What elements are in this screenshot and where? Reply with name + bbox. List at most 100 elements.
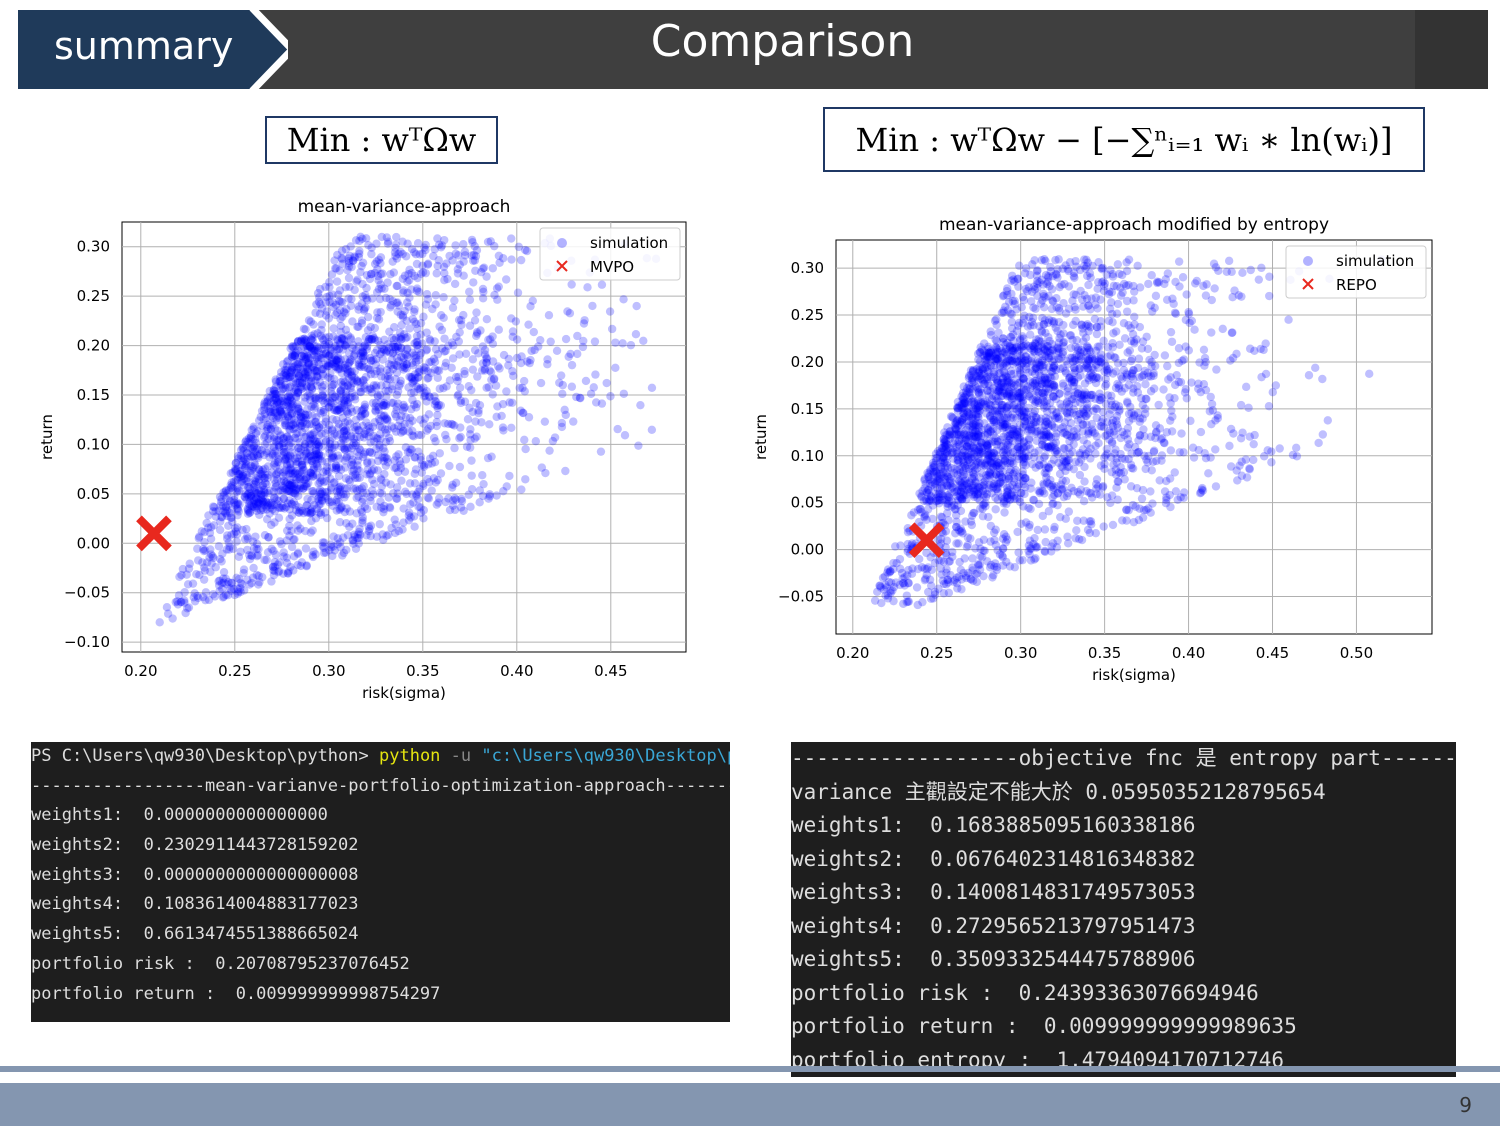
- simulation-point: [260, 398, 269, 407]
- simulation-point: [336, 389, 346, 398]
- simulation-point: [513, 288, 523, 297]
- simulation-point: [875, 581, 884, 590]
- simulation-point: [283, 568, 293, 578]
- simulation-point: [997, 493, 1007, 502]
- simulation-point: [400, 306, 409, 316]
- simulation-point: [286, 421, 296, 430]
- simulation-point: [1108, 317, 1117, 327]
- simulation-point: [971, 485, 980, 495]
- simulation-point: [414, 502, 423, 512]
- simulation-point: [981, 360, 990, 369]
- simulation-point: [377, 422, 387, 432]
- simulation-point: [964, 442, 973, 451]
- simulation-point: [1122, 505, 1131, 515]
- simulation-point: [360, 502, 370, 512]
- simulation-point: [279, 434, 288, 443]
- simulation-point: [497, 411, 506, 421]
- simulation-point: [278, 486, 287, 495]
- simulation-point: [271, 483, 280, 492]
- simulation-point: [460, 369, 469, 379]
- simulation-point: [973, 401, 983, 410]
- simulation-point: [414, 287, 424, 297]
- simulation-point: [944, 588, 954, 598]
- simulation-point: [455, 462, 465, 472]
- simulation-point: [1141, 379, 1150, 389]
- simulation-point: [1030, 399, 1040, 408]
- simulation-point: [516, 255, 526, 265]
- simulation-point: [305, 439, 314, 448]
- simulation-point: [1053, 449, 1062, 459]
- simulation-point: [312, 413, 321, 422]
- simulation-point: [357, 261, 366, 271]
- simulation-point: [1314, 438, 1323, 448]
- simulation-point: [1082, 411, 1091, 421]
- simulation-point: [420, 391, 430, 400]
- simulation-point: [567, 382, 577, 391]
- simulation-point: [937, 570, 946, 579]
- simulation-point: [433, 401, 442, 411]
- simulation-point: [1005, 355, 1014, 365]
- simulation-point: [972, 372, 982, 382]
- simulation-point: [968, 374, 978, 383]
- simulation-point: [345, 367, 355, 377]
- simulation-point: [422, 397, 431, 406]
- simulation-point: [358, 376, 368, 385]
- simulation-point: [231, 459, 240, 468]
- simulation-point: [385, 502, 394, 512]
- simulation-point: [253, 498, 262, 507]
- simulation-point: [280, 397, 289, 407]
- simulation-point: [1004, 377, 1014, 386]
- simulation-point: [1016, 408, 1025, 418]
- simulation-point: [283, 432, 292, 442]
- simulation-point: [306, 468, 315, 477]
- simulation-point: [1073, 389, 1083, 398]
- simulation-point: [1135, 373, 1144, 382]
- simulation-point: [1126, 323, 1135, 333]
- simulation-point: [324, 467, 333, 476]
- simulation-point: [312, 367, 321, 376]
- simulation-point: [980, 379, 989, 389]
- simulation-point: [1160, 487, 1170, 496]
- simulation-point: [255, 577, 264, 587]
- simulation-point: [215, 554, 225, 564]
- simulation-point: [396, 379, 405, 388]
- simulation-point: [366, 370, 376, 379]
- simulation-point: [245, 484, 255, 493]
- simulation-point: [989, 449, 998, 458]
- simulation-point: [1017, 343, 1026, 352]
- simulation-point: [324, 314, 334, 323]
- simulation-point: [366, 531, 375, 541]
- simulation-point: [1026, 321, 1035, 330]
- simulation-point: [1083, 400, 1092, 409]
- simulation-point: [998, 334, 1008, 343]
- simulation-point: [934, 535, 943, 544]
- simulation-point: [1004, 471, 1013, 481]
- simulation-point: [1070, 273, 1079, 282]
- simulation-point: [1074, 343, 1083, 353]
- simulation-point: [421, 245, 430, 255]
- simulation-point: [261, 497, 271, 506]
- simulation-point: [404, 302, 413, 311]
- simulation-point: [304, 342, 314, 352]
- simulation-point: [1026, 270, 1035, 280]
- simulation-point: [305, 431, 315, 440]
- simulation-point: [285, 425, 295, 434]
- simulation-point: [350, 285, 359, 295]
- simulation-point: [1111, 465, 1121, 474]
- simulation-point: [964, 455, 973, 464]
- simulation-point: [994, 461, 1003, 470]
- simulation-point: [955, 465, 964, 474]
- simulation-point: [225, 497, 235, 506]
- simulation-point: [342, 340, 351, 349]
- simulation-point: [316, 331, 326, 340]
- simulation-point: [307, 344, 316, 353]
- simulation-point: [1225, 441, 1234, 451]
- simulation-point: [903, 523, 913, 533]
- simulation-point: [1002, 361, 1012, 370]
- simulation-point: [567, 360, 577, 370]
- simulation-point: [982, 373, 991, 382]
- simulation-point: [986, 387, 995, 396]
- simulation-point: [237, 477, 246, 486]
- simulation-point: [1207, 399, 1217, 409]
- simulation-point: [521, 475, 530, 484]
